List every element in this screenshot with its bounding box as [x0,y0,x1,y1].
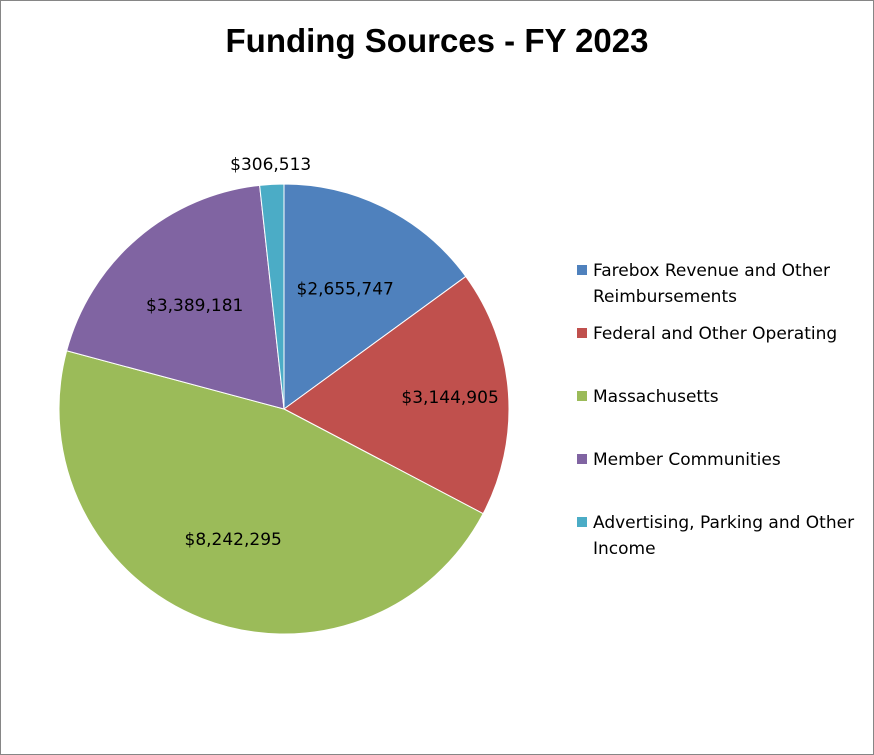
legend-label: Reimbursements [593,287,737,307]
pie-slice [283,275,510,515]
data-label: $306,513 [230,155,311,175]
legend: Farebox Revenue and Other Reimbursements F… [577,261,854,559]
data-label: $3,389,181 [146,296,243,316]
pie-slice [66,184,285,410]
pie-slice [283,183,467,410]
legend-label: Massachusetts [593,387,719,407]
pie-slices [58,183,510,635]
legend-swatch [577,328,587,338]
pie-slice [58,350,484,635]
legend-label: Member Communities [593,450,781,470]
data-label: $2,655,747 [297,280,394,300]
legend-swatch [577,265,587,275]
chart-title: Funding Sources - FY 2023 [226,22,649,59]
legend-label: Farebox Revenue and Other [593,261,830,281]
legend-swatch [577,517,587,527]
pie-slice [259,183,285,410]
legend-swatch [577,454,587,464]
data-label: $8,242,295 [185,530,282,550]
legend-label: Advertising, Parking and Other [593,513,854,533]
legend-swatch [577,391,587,401]
legend-label: Federal and Other Operating [593,324,837,344]
legend-label: Income [593,539,656,559]
data-label: $3,144,905 [401,388,498,408]
data-labels: $2,655,747 $3,144,905 $8,242,295 $3,389,181… [146,155,499,550]
